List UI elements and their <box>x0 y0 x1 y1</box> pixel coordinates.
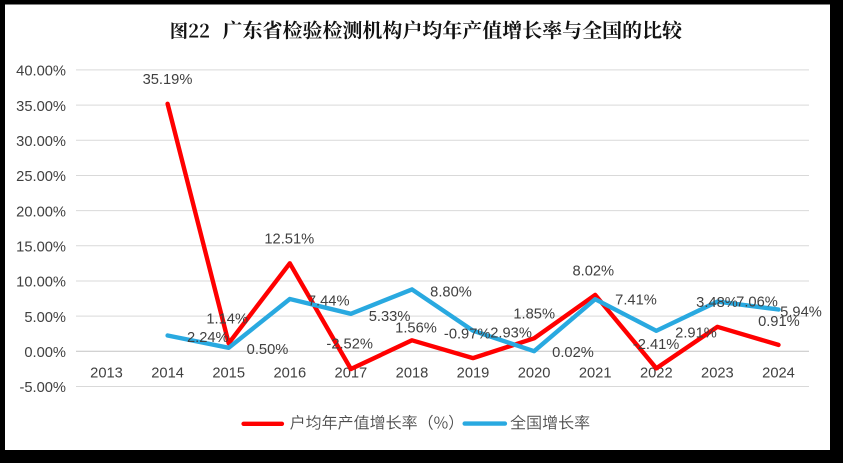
svg-text:2017: 2017 <box>335 365 368 381</box>
svg-text:12.51%: 12.51% <box>264 231 314 247</box>
svg-text:0.00%: 0.00% <box>24 345 66 361</box>
svg-text:5.33%: 5.33% <box>369 309 411 325</box>
svg-text:2021: 2021 <box>579 365 612 381</box>
svg-text:-2.52%: -2.52% <box>326 337 373 353</box>
svg-text:2.91%: 2.91% <box>675 326 717 342</box>
svg-text:2015: 2015 <box>212 365 245 381</box>
svg-text:2018: 2018 <box>396 365 429 381</box>
svg-text:10.00%: 10.00% <box>16 275 66 291</box>
svg-text:30.00%: 30.00% <box>16 134 66 150</box>
svg-text:2013: 2013 <box>90 365 123 381</box>
svg-text:35.00%: 35.00% <box>16 99 66 115</box>
svg-text:7.44%: 7.44% <box>308 294 350 310</box>
svg-text:25.00%: 25.00% <box>16 169 66 185</box>
svg-text:8.02%: 8.02% <box>572 264 614 280</box>
svg-text:35.19%: 35.19% <box>143 72 193 88</box>
svg-text:20.00%: 20.00% <box>16 204 66 220</box>
svg-text:2014: 2014 <box>151 365 184 381</box>
svg-text:-0.97%: -0.97% <box>444 327 491 343</box>
svg-text:3.48%: 3.48% <box>696 295 738 311</box>
svg-text:7.41%: 7.41% <box>615 293 657 309</box>
svg-text:0.50%: 0.50% <box>247 342 289 358</box>
svg-text:2016: 2016 <box>273 365 306 381</box>
svg-text:2.93%: 2.93% <box>490 326 532 342</box>
svg-text:2023: 2023 <box>701 365 734 381</box>
svg-text:2.24%: 2.24% <box>187 330 229 346</box>
svg-text:1.56%: 1.56% <box>395 321 437 337</box>
svg-text:0.02%: 0.02% <box>552 345 594 361</box>
svg-text:5.94%: 5.94% <box>780 305 822 321</box>
svg-text:5.00%: 5.00% <box>24 310 66 326</box>
svg-text:15.00%: 15.00% <box>16 240 66 256</box>
svg-text:-5.00%: -5.00% <box>19 380 66 396</box>
svg-text:1.14%: 1.14% <box>206 312 248 328</box>
svg-text:2022: 2022 <box>640 365 673 381</box>
svg-text:40.00%: 40.00% <box>16 64 66 80</box>
svg-text:8.80%: 8.80% <box>430 285 472 301</box>
svg-text:2020: 2020 <box>518 365 551 381</box>
svg-text:7.06%: 7.06% <box>736 295 778 311</box>
svg-text:0.91%: 0.91% <box>758 314 800 330</box>
svg-text:2019: 2019 <box>457 365 490 381</box>
svg-text:1.85%: 1.85% <box>513 307 555 323</box>
svg-text:-2.41%: -2.41% <box>633 337 680 353</box>
svg-text:2024: 2024 <box>762 365 795 381</box>
